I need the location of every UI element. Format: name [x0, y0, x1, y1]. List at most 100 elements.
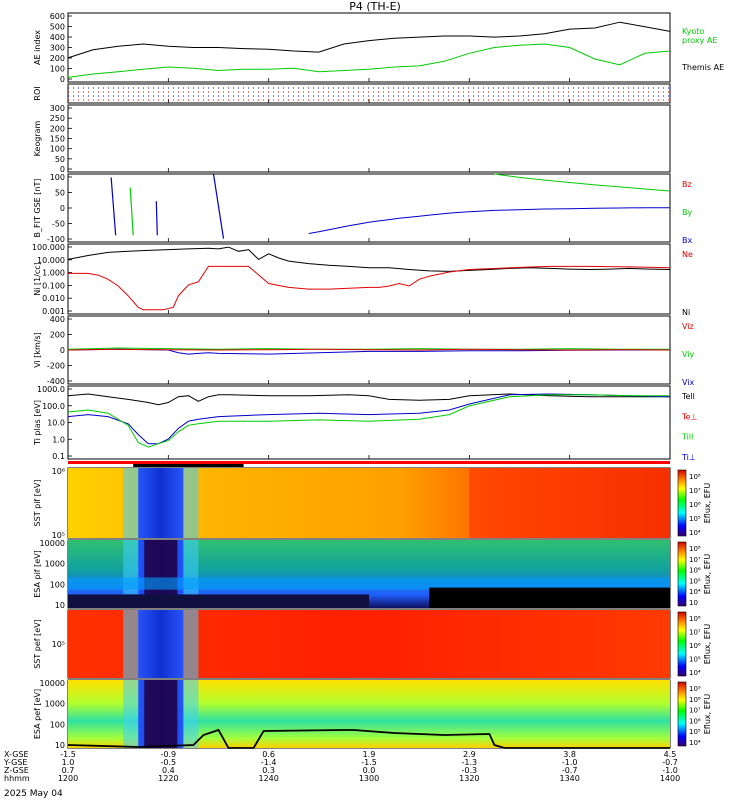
sst_e-cavity	[138, 610, 183, 678]
sst_e-colorbar-label: Eflux, EFU	[703, 624, 712, 665]
vi-ytick: -200	[47, 362, 65, 371]
esa-i-dark-right	[429, 588, 670, 608]
ti-ytick: 0.1	[52, 452, 65, 461]
sst_e-ylabel: SST pef [eV]	[33, 619, 42, 669]
esa_i-colorbar-tick: 10⁵	[689, 577, 701, 585]
vi-ytick: 200	[50, 331, 65, 340]
esa_e-ytick: 100	[50, 720, 65, 729]
ae-ytick: 100	[50, 65, 65, 74]
ae-ylabel: AE index	[33, 30, 42, 65]
ti-legend-till: Till	[681, 433, 693, 442]
roi-ylabel: ROI	[33, 86, 42, 100]
vi-legend-viy: Viy	[682, 350, 695, 359]
ae-ytick: 300	[50, 44, 65, 53]
sst_i-colorbar-tick: 10⁶	[689, 501, 701, 509]
ti-legend-te: Te⊥	[681, 412, 697, 421]
ti-ytick: 1000.0	[37, 385, 65, 394]
sst_e-colorbar	[678, 612, 686, 676]
esa_e-colorbar-tick: 10⁵	[689, 728, 701, 736]
xaxis-tick-hhmm: 1400	[660, 774, 680, 783]
sst_e-colorbar-tick: 10⁷	[689, 629, 701, 637]
bfgm-ytick: 100	[50, 173, 65, 182]
sst_e-colorbar-tick: 10⁸	[689, 615, 701, 623]
sst_i-colorbar-label: Eflux, EFU	[703, 483, 712, 524]
keogram-ylabel: Keogram	[33, 120, 42, 156]
vi-series-viz	[68, 349, 670, 350]
sst_i-colorbar-tick: 10⁷	[689, 487, 701, 495]
esa_i-colorbar	[678, 542, 686, 606]
xaxis-tick-hhmm: 1240	[258, 774, 278, 783]
sst_e-colorbar-tick: 10⁶	[689, 642, 701, 650]
ae-ytick: 600	[50, 12, 65, 21]
vi-legend-viz: Viz	[682, 322, 694, 331]
vi-series-viy	[68, 348, 670, 349]
esa_e-colorbar-tick: 10⁴	[689, 739, 701, 747]
bfgm-spike-bx	[213, 174, 223, 239]
ae-legend-proxyae: proxy AE	[682, 36, 717, 45]
esa_i-colorbar-tick: 10⁷	[689, 556, 701, 564]
sst_i-colorbar	[678, 470, 686, 536]
esa_e-ylabel: ESA pef [eV]	[33, 689, 42, 739]
plot-title: P4 (TH-E)	[349, 0, 401, 13]
ti-ytick: 100.0	[42, 402, 65, 411]
spectrogram-layer	[68, 461, 670, 748]
xaxis-tick-hhmm: 1320	[459, 774, 479, 783]
esa_e-colorbar-tick: 10⁹	[689, 685, 701, 693]
ni-legend-ni: Ni	[682, 308, 690, 317]
bfgm-spike-by	[130, 188, 133, 236]
vi-ylabel: Vi [km/s]	[33, 332, 42, 368]
esa_i-ylabel: ESA pif [eV]	[33, 550, 42, 598]
ni-ytick: 1.000	[42, 269, 65, 278]
sst_i-cavity	[138, 468, 183, 538]
esa-i-low-energy-dark	[68, 594, 369, 608]
esa_i-colorbar-tick: 10⁶	[689, 567, 701, 575]
bfgm-series-by	[494, 174, 670, 191]
sst_i-colorbar-tick: 10⁸	[689, 473, 701, 481]
esa_i-colorbar-tick: 10⁴	[689, 588, 701, 596]
ni-ytick: 0.010	[42, 294, 65, 303]
sst_e-colorbar-tick: 10⁴	[689, 669, 701, 677]
esa_e-colorbar-tick: 10⁸	[689, 696, 701, 704]
esa_e-ytick: 1000	[45, 700, 65, 709]
ti-legend-ti: Ti⊥	[681, 453, 696, 462]
sst_e-ytick: 10⁵	[52, 640, 65, 649]
ae-ytick: 400	[50, 33, 65, 42]
bfgm-ytick: 50	[55, 189, 65, 198]
xaxis-tick-hhmm: 1340	[559, 774, 579, 783]
bfgm-spike-bx	[111, 177, 116, 235]
bfgm-legend-by: By	[682, 208, 692, 217]
xaxis-tick-hhmm: 1200	[58, 774, 78, 783]
esa_e-cavity-core	[144, 680, 177, 748]
date-label: 2025 May 04	[4, 789, 63, 799]
ti-series-till	[68, 395, 670, 447]
ae-ytick: 200	[50, 54, 65, 63]
esa_e-ytick: 10000	[40, 679, 65, 688]
bfgm-legend-bz: Bz	[682, 180, 692, 189]
ae-ytick: 500	[50, 23, 65, 32]
sst-i-red-bar	[68, 461, 670, 464]
ti-ytick: 1.0	[52, 435, 65, 444]
ae-legend-themisae: Themis AE	[681, 63, 724, 72]
xaxis-row-label: hhmm	[4, 774, 30, 783]
ni-ytick: 10.000	[37, 256, 65, 265]
bfgm-ytick: -50	[52, 220, 65, 229]
esa_i-ytick: 10000	[40, 539, 65, 548]
ae-ytick: 0	[60, 75, 65, 84]
sst-i-red-region	[469, 468, 670, 538]
esa_i-ytick: 10	[55, 601, 65, 610]
keogram-ytick: 300	[50, 104, 65, 113]
ti-series-ti	[68, 394, 670, 444]
ni-series-ni	[68, 247, 670, 271]
sst_i-colorbar-tick: 10⁵	[689, 515, 701, 523]
sst_i-ylabel: SST pif [eV]	[33, 480, 42, 527]
sst_e-colorbar-tick: 10⁵	[689, 656, 701, 664]
esa_i-colorbar-tick: 10⁳	[689, 599, 698, 607]
bfgm-ylabel: B_FIT GSE [nT]	[33, 179, 42, 238]
keogram-ytick: 100	[50, 145, 65, 154]
keogram-ytick: 250	[50, 114, 65, 123]
esa_e-colorbar	[678, 682, 686, 746]
esa_e-colorbar-tick: 10⁶	[689, 717, 701, 725]
bfgm-legend-bx: Bx	[682, 236, 692, 245]
esa_i-colorbar-tick: 10⁸	[689, 545, 701, 553]
sst_i-ytick: 10⁶	[52, 467, 65, 476]
